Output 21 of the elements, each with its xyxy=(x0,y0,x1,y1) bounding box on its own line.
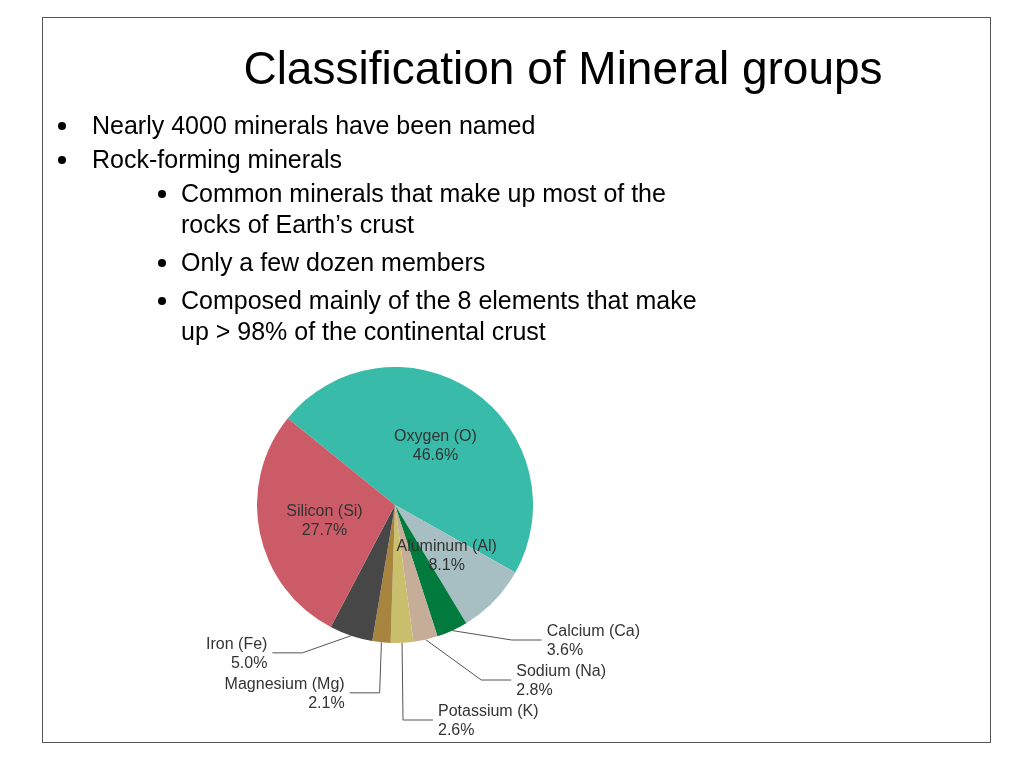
text: Common minerals that make up most of the rocks of Earth’s crust xyxy=(181,178,667,240)
text: Rock-forming minerals xyxy=(92,144,344,175)
data-label: 8.1% xyxy=(428,556,465,574)
data-label: 5.0% xyxy=(230,653,268,671)
chart-title: Classification of Mineral groups xyxy=(242,41,884,96)
data-label: 2.1% xyxy=(308,693,345,711)
slice-label: Oxygen (O) xyxy=(394,427,477,445)
data-label: 46.6% xyxy=(412,446,459,464)
data-label: 27.7% xyxy=(301,520,348,538)
slice-label: Potassium (K) xyxy=(438,702,539,719)
slice-label: Magnesium (Mg) xyxy=(224,674,345,692)
slice-label: Iron (Fe) xyxy=(206,634,268,652)
data-label: 2.6% xyxy=(438,721,475,738)
slice-label: Calcium (Ca) xyxy=(546,622,641,639)
text: Composed mainly of the 8 elements that make up > 98% of the continental crust xyxy=(181,285,698,347)
slice-label: Silicon (Si) xyxy=(286,501,363,519)
data-label: 2.8% xyxy=(516,681,553,698)
slice-label: Sodium (Na) xyxy=(516,662,607,679)
text: Nearly 4000 minerals have been named xyxy=(92,110,537,141)
text: Only a few dozen members xyxy=(181,247,487,278)
data-label: 3.6% xyxy=(546,641,584,658)
